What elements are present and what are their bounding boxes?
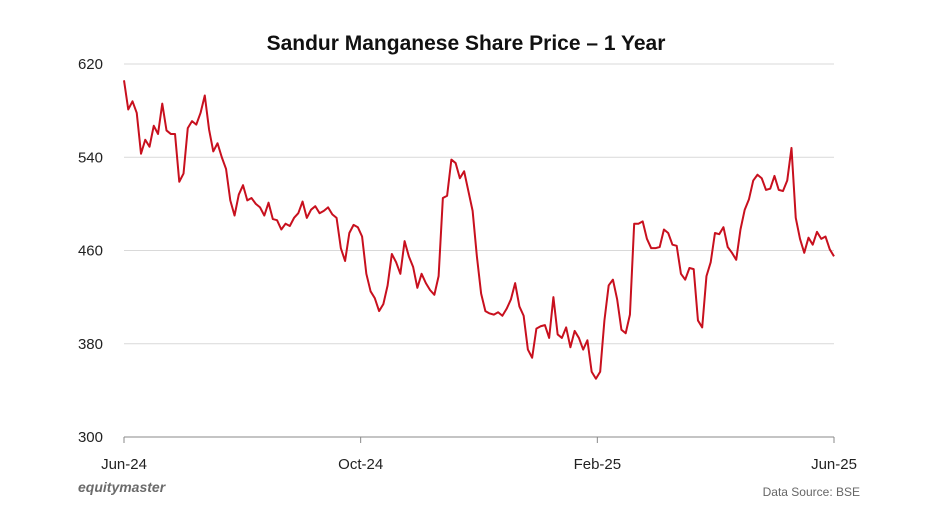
x-axis-ticks: Jun-24 Oct-24 Feb-25 Jun-25 — [101, 437, 857, 473]
y-tick-label: 620 — [78, 56, 103, 73]
x-tick-label: Jun-24 — [101, 456, 147, 473]
y-tick-label: 380 — [78, 336, 103, 353]
y-tick-label: 460 — [78, 243, 103, 260]
y-tick-label: 300 — [78, 429, 103, 446]
y-axis-tick-labels: 620 540 460 380 300 — [78, 56, 103, 446]
x-tick-label: Jun-25 — [811, 456, 857, 473]
y-tick-label: 540 — [78, 149, 103, 166]
x-tick-label: Feb-25 — [574, 456, 622, 473]
data-source-label: Data Source: BSE — [763, 485, 860, 499]
price-series-line — [123, 80, 835, 380]
x-tick-label: Oct-24 — [338, 456, 383, 473]
chart-title: Sandur Manganese Share Price – 1 Year — [267, 32, 666, 55]
gridlines — [124, 63, 834, 345]
brand-logo-text: equitymaster — [78, 479, 167, 495]
